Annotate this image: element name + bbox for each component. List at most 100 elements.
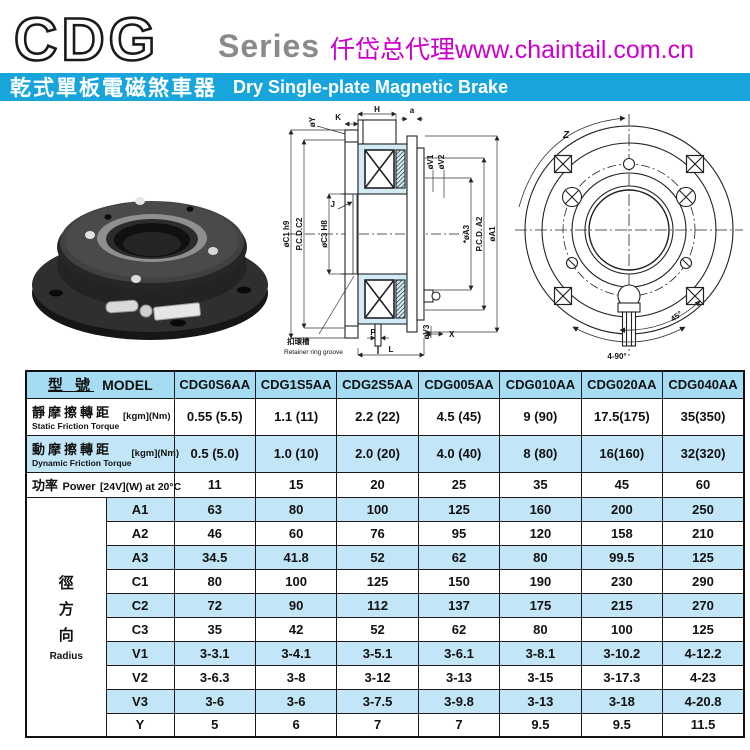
- value-cell: 80: [173, 568, 256, 594]
- value-cell: 3-6: [173, 688, 256, 714]
- value-cell: 11: [173, 471, 256, 498]
- series-label: Series: [218, 28, 321, 64]
- dim-label-k: K: [335, 113, 341, 122]
- value-cell: 3-15: [499, 664, 582, 690]
- spec-row: 功率 Power [24V](W) at 20°C 11 15 20 25 35 45 60: [25, 471, 745, 498]
- spec-label-unit: [kgm](Nm): [123, 411, 171, 422]
- dim-label-Y: Y: [105, 712, 175, 738]
- value-cell: 158: [580, 520, 664, 546]
- value-cell: 3-7.5: [336, 688, 419, 714]
- value-cell: 8 (80): [499, 434, 582, 473]
- spec-label-zh: 功率: [32, 477, 59, 493]
- value-cell: 1.0 (10): [254, 434, 338, 473]
- value-cell: 160: [499, 496, 582, 522]
- value-cell: 80: [254, 496, 338, 522]
- value-cell: 95: [417, 520, 501, 546]
- value-cell: 175: [499, 592, 582, 618]
- value-cell: 52: [336, 616, 419, 642]
- radius-row-A2: A2 46 60 76 95 120 158 210: [26, 520, 745, 546]
- dim-label-A3: A3: [105, 544, 175, 570]
- value-cell: 4-23: [662, 664, 745, 690]
- spec-label: 動摩擦轉距 Dynamic Friction Torque [kgm](Nm): [25, 434, 179, 473]
- spec-row: 動摩擦轉距 Dynamic Friction Torque [kgm](Nm) 0.5…: [25, 434, 745, 473]
- radius-row-Y: Y 5 6 7 7 9.5 9.5 11.5: [26, 712, 745, 738]
- spec-label-en: Static Friction Torque: [32, 421, 120, 431]
- value-cell: 125: [662, 616, 745, 642]
- dim-label-oc3: øC3 H8: [320, 220, 329, 248]
- dim-label-V1: V1: [105, 640, 175, 666]
- value-cell: 9.5: [580, 712, 664, 738]
- value-cell: 9 (90): [499, 397, 582, 436]
- spec-label: 靜摩擦轉距 Static Friction Torque [kgm](Nm): [25, 397, 175, 436]
- value-cell: 60: [662, 471, 745, 498]
- value-cell: 3-3.1: [173, 640, 256, 666]
- value-cell: 3-12: [336, 664, 419, 690]
- dim-label-ov2: øV2: [437, 154, 446, 169]
- value-cell: 3-10.2: [580, 640, 664, 666]
- value-cell: 32(320): [662, 434, 745, 473]
- value-cell: 80: [499, 616, 582, 642]
- value-cell: 99.5: [580, 544, 664, 570]
- dealer-link-text[interactable]: 仟岱总代理www.chaintail.com.cn: [330, 36, 694, 64]
- radius-row-A1: 徑方向 Radius A1 63 80 100 125 160 200 250: [25, 496, 745, 738]
- value-cell: 9.5: [499, 712, 582, 738]
- value-cell: 3-13: [417, 664, 501, 690]
- value-cell: 270: [662, 592, 745, 618]
- value-cell: 215: [580, 592, 664, 618]
- value-cell: 15: [254, 471, 338, 498]
- value-cell: 125: [336, 568, 419, 594]
- value-cell: 60: [254, 520, 338, 546]
- radius-group-label-en: Radius: [49, 651, 83, 663]
- value-cell: 62: [417, 616, 501, 642]
- value-cell: 20: [336, 471, 419, 498]
- value-cell: 2.0 (20): [336, 434, 419, 473]
- dim-label-C2: C2: [105, 592, 175, 618]
- value-cell: 1.1 (11): [254, 397, 338, 436]
- value-cell: 112: [336, 592, 419, 618]
- value-cell: 3-9.8: [417, 688, 501, 714]
- spec-table: 型 號 MODEL CDG0S6AA CDG1S5AA CDG2S5AA CDG005…: [25, 370, 745, 738]
- dim-label-j: J: [331, 200, 335, 209]
- value-cell: 46: [173, 520, 256, 546]
- spec-label-en: Dynamic Friction Torque: [32, 458, 132, 468]
- spec-label-unit: [24V](W) at 20°C: [99, 480, 182, 493]
- dim-label-C1: C1: [105, 568, 175, 594]
- value-cell: 3-6.3: [173, 664, 256, 690]
- dim-label-pcdc2: P.C.D.C2: [295, 217, 304, 250]
- value-cell: 3-4.1: [254, 640, 338, 666]
- value-cell: 0.5 (5.0): [173, 434, 256, 473]
- model-label-zh: 型 號: [47, 377, 95, 395]
- dim-label-pcda2: P.C.D. A2: [475, 216, 484, 251]
- value-cell: 125: [417, 496, 501, 522]
- value-cell: 190: [499, 568, 582, 594]
- radius-row-C1: C1 80 100 125 150 190 230 290: [26, 568, 745, 594]
- value-cell: 62: [417, 544, 501, 570]
- spec-label-unit: [kgm](Nm): [131, 448, 180, 459]
- model-header-CDG005AA: CDG005AA: [417, 370, 501, 399]
- dim-label-oa3: *øA3: [462, 224, 471, 243]
- value-cell: 100: [336, 496, 419, 522]
- dim-label-z: Z: [562, 130, 570, 141]
- dim-label-45deg: 45°: [669, 309, 684, 323]
- value-cell: 3-6: [254, 688, 338, 714]
- model-header-CDG2S5AA: CDG2S5AA: [336, 370, 419, 399]
- value-cell: 76: [336, 520, 419, 546]
- value-cell: 63: [173, 496, 256, 522]
- radius-row-V3: V3 3-6 3-6 3-7.5 3-9.8 3-13 3-18 4-20.8: [26, 688, 745, 714]
- banner-title-en: Dry Single-plate Magnetic Brake: [233, 76, 509, 97]
- model-header-row: 型 號 MODEL CDG0S6AA CDG1S5AA CDG2S5AA CDG005…: [25, 370, 745, 399]
- value-cell: 100: [580, 616, 664, 642]
- value-cell: 4-12.2: [662, 640, 745, 666]
- value-cell: 35: [499, 471, 582, 498]
- dim-label-ov3: øV3: [422, 324, 431, 339]
- value-cell: 34.5: [173, 544, 256, 570]
- title-banner: 乾式單板電磁煞車器 Dry Single-plate Magnetic Brak…: [0, 73, 750, 101]
- dim-label-l: L: [389, 345, 394, 354]
- radius-row-V1: V1 3-3.1 3-4.1 3-5.1 3-6.1 3-8.1 3-10.2 4-12.2: [26, 640, 745, 666]
- value-cell: 0.55 (5.5): [173, 397, 256, 436]
- value-cell: 41.8: [254, 544, 338, 570]
- value-cell: 11.5: [662, 712, 745, 738]
- spec-row: 靜摩擦轉距 Static Friction Torque [kgm](Nm) 0.55…: [25, 397, 745, 436]
- retainer-label-zh: 扣環槽: [287, 336, 310, 346]
- value-cell: 230: [580, 568, 664, 594]
